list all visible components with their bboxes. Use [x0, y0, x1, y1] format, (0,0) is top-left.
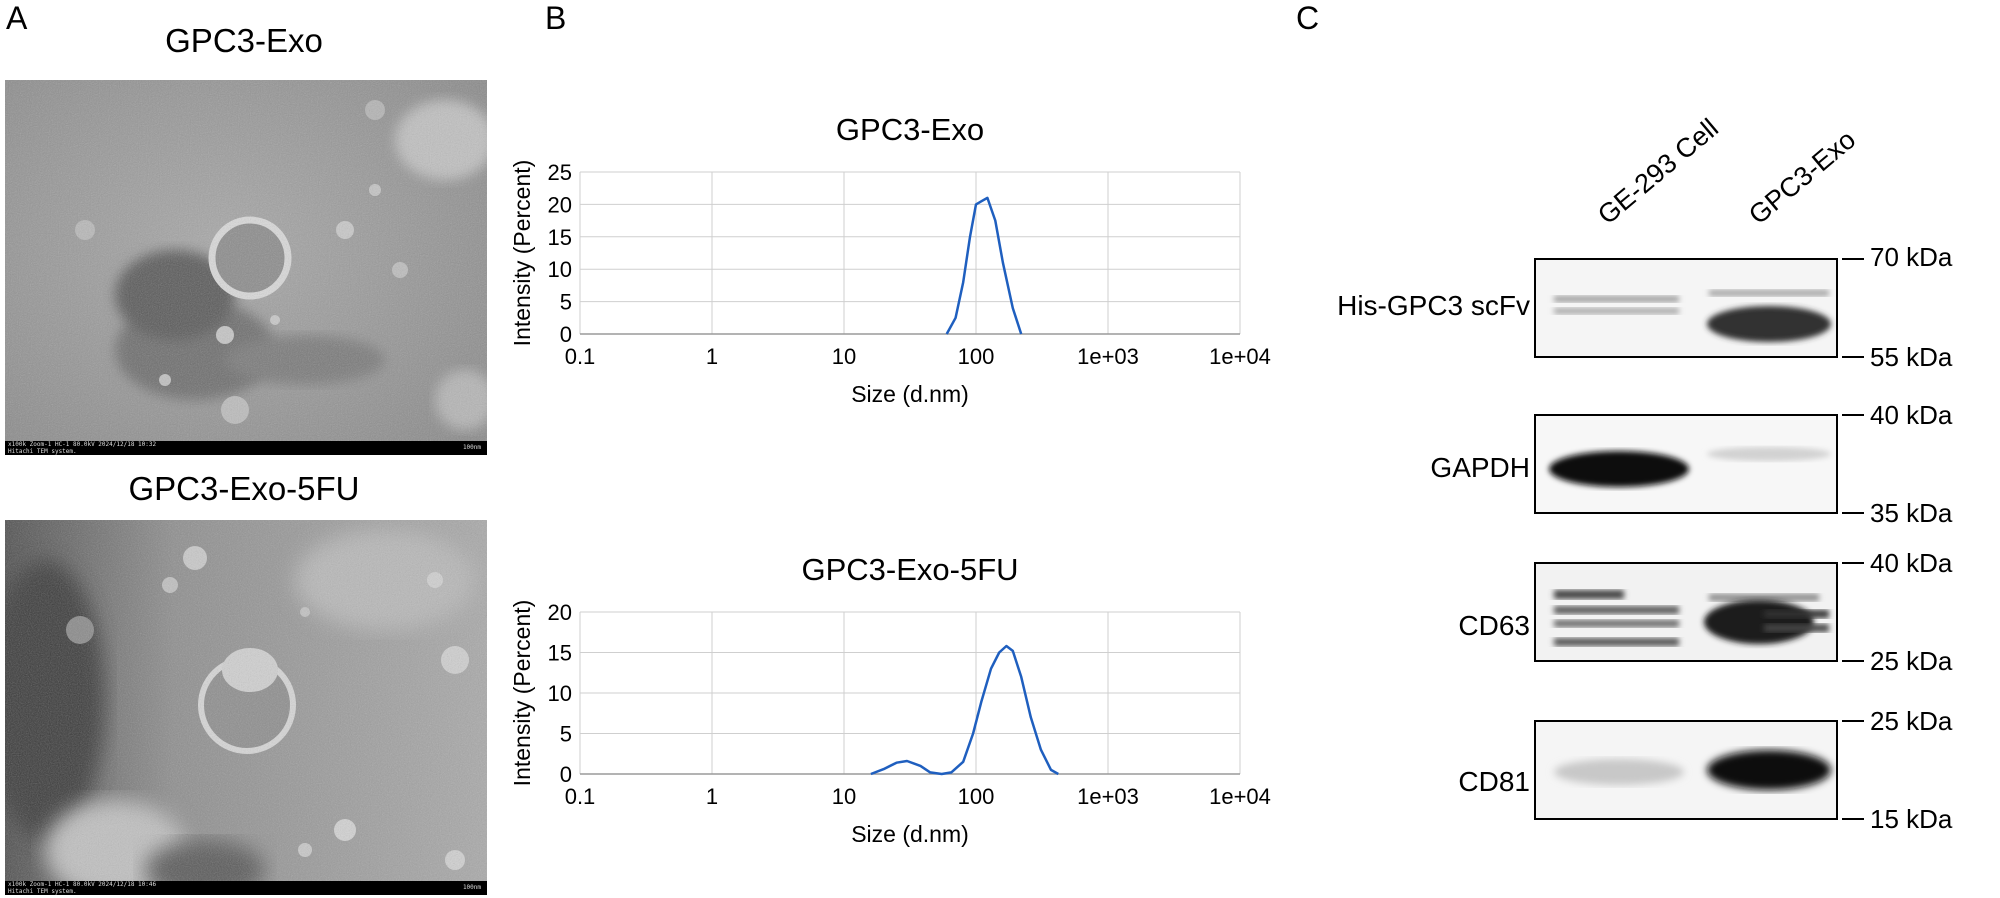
marker-35kda: 35 kDa — [1870, 498, 1953, 528]
marker-40kda-2: 40 kDa — [1870, 548, 1953, 578]
tem-top-title: GPC3-Exo — [165, 22, 323, 59]
y-tick-label: 0 — [560, 322, 572, 347]
y-tick-label: 25 — [548, 160, 572, 185]
x-tick-label: 1e+04 — [1209, 344, 1271, 369]
y-tick-label: 5 — [560, 722, 572, 747]
y-tick-label: 20 — [548, 192, 572, 217]
x-tick-label: 10 — [832, 784, 856, 809]
dls-chart-gpc3-exo-5fu: GPC3-Exo-5FU 0.1 1 10 100 1e+03 1e+04 0 5 10 15 20 S… — [509, 552, 1271, 847]
lane-label-ge293: GE-293 Cell — [1592, 112, 1725, 231]
tem-top-scalebar: x100k Zoom-1 HC-1 80.0kV 2024/12/18 10:3… — [5, 441, 487, 455]
y-axis-label: Intensity (Percent) — [509, 160, 535, 347]
x-tick-label: 1e+04 — [1209, 784, 1271, 809]
x-tick-label: 1e+03 — [1077, 344, 1139, 369]
blot-label-his-gpc3: His-GPC3 scFv — [1337, 290, 1530, 321]
lane-label-gpc3-exo: GPC3-Exo — [1743, 124, 1862, 231]
x-tick-label: 100 — [958, 344, 995, 369]
blot-his-gpc3 — [1534, 258, 1838, 358]
blot-cd63 — [1534, 562, 1838, 662]
x-tick-label: 1 — [706, 344, 718, 369]
marker-tick — [1842, 818, 1864, 820]
x-tick-label: 100 — [958, 784, 995, 809]
marker-tick — [1842, 720, 1864, 722]
marker-40kda: 40 kDa — [1870, 400, 1953, 430]
marker-tick — [1842, 512, 1864, 514]
tem-image-gpc3-exo: x100k Zoom-1 HC-1 80.0kV 2024/12/18 10:3… — [5, 80, 487, 455]
tem-bottom-title: GPC3-Exo-5FU — [128, 470, 360, 507]
y-tick-label: 10 — [548, 257, 572, 282]
x-axis-label: Size (d.nm) — [851, 821, 969, 847]
marker-tick — [1842, 356, 1864, 358]
blot-gapdh — [1534, 414, 1838, 514]
panel-c-letter: C — [1296, 0, 1320, 36]
series-line — [870, 644, 1059, 776]
x-axis-label: Size (d.nm) — [851, 381, 969, 407]
dls-chart-gpc3-exo: GPC3-Exo 0.1 1 10 100 1e+03 1e+04 0 5 10 15 20 25 Siz… — [509, 112, 1271, 407]
blot-label-cd63: CD63 — [1458, 610, 1530, 641]
y-tick-label: 10 — [548, 681, 572, 706]
x-tick-label: 0.1 — [565, 784, 596, 809]
marker-55kda: 55 kDa — [1870, 342, 1953, 372]
x-tick-label: 1e+03 — [1077, 784, 1139, 809]
blot-cd81 — [1534, 720, 1838, 820]
marker-15kda: 15 kDa — [1870, 804, 1953, 834]
marker-25kda-2: 25 kDa — [1870, 706, 1953, 736]
blot-label-gapdh: GAPDH — [1430, 452, 1530, 483]
y-tick-label: 15 — [548, 641, 572, 666]
panel-b-letter: B — [545, 0, 567, 36]
marker-tick — [1842, 414, 1864, 416]
x-tick-label: 1 — [706, 784, 718, 809]
y-tick-label: 0 — [560, 762, 572, 787]
y-tick-label: 20 — [548, 600, 572, 625]
chart-title: GPC3-Exo-5FU — [801, 552, 1018, 587]
marker-tick — [1842, 258, 1864, 260]
chart-title: GPC3-Exo — [836, 112, 984, 147]
marker-tick — [1842, 562, 1864, 564]
y-tick-label: 15 — [548, 225, 572, 250]
y-axis-label: Intensity (Percent) — [509, 600, 535, 787]
tem-image-gpc3-exo-5fu: x100k Zoom-1 HC-1 80.0kV 2024/12/18 10:4… — [5, 520, 487, 895]
blot-label-cd81: CD81 — [1458, 766, 1530, 797]
y-tick-label: 5 — [560, 290, 572, 315]
panel-a-letter: A — [6, 0, 28, 36]
marker-25kda: 25 kDa — [1870, 646, 1953, 676]
x-tick-label: 0.1 — [565, 344, 596, 369]
marker-tick — [1842, 660, 1864, 662]
series-line — [945, 196, 1023, 335]
x-tick-label: 10 — [832, 344, 856, 369]
marker-70kda: 70 kDa — [1870, 242, 1953, 272]
tem-bottom-scalebar: x100k Zoom-1 HC-1 80.0kV 2024/12/18 10:4… — [5, 881, 487, 895]
